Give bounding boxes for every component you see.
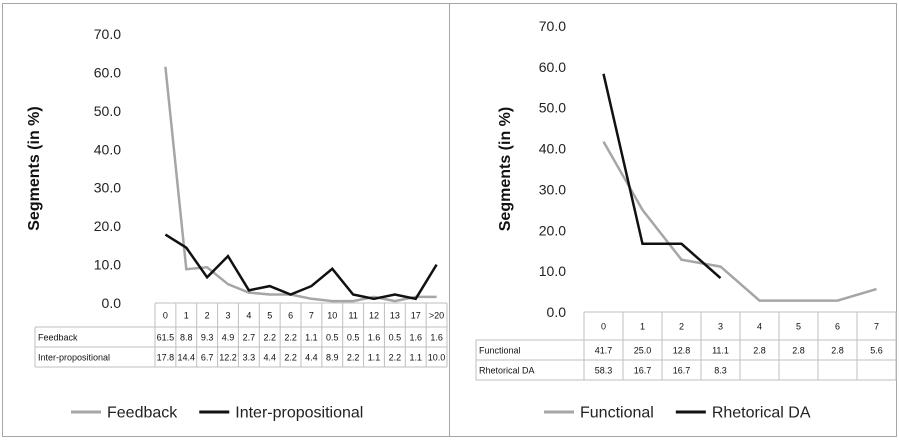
table-cell-value: 61.5 <box>157 333 175 343</box>
table-cell-value: 1.1 <box>368 353 381 363</box>
y-tick-label: 40.0 <box>94 141 121 157</box>
y-axis-label: Segments (in %) <box>497 107 514 231</box>
legend-label: Rhetorical DA <box>712 405 811 422</box>
y-tick-label: 50.0 <box>539 100 566 116</box>
table-cell-value: 2.8 <box>753 346 766 356</box>
y-tick-label: 70.0 <box>539 18 566 34</box>
table-cell-value: 1.6 <box>409 333 422 343</box>
table-cell-value: 12.2 <box>219 353 237 363</box>
y-tick-label: 50.0 <box>94 103 121 119</box>
x-category-label: 11 <box>348 311 357 321</box>
series-line-feedback <box>164 66 437 303</box>
x-category-label: 13 <box>390 311 400 321</box>
table-cell-value: 17.8 <box>157 353 175 363</box>
table-row-header: Functional <box>479 346 521 356</box>
y-tick-label: 10.0 <box>94 257 121 273</box>
table-cell-value: 1.6 <box>430 333 443 343</box>
table-cell-value: 2.8 <box>831 346 844 356</box>
y-tick-label: 20.0 <box>94 218 121 234</box>
x-category-label: 17 <box>411 311 421 321</box>
y-tick-label: 10.0 <box>539 263 566 279</box>
y-tick-label: 20.0 <box>539 222 566 238</box>
legend-label: Inter-propositional <box>235 405 363 422</box>
table-cell-value: 4.4 <box>263 353 276 363</box>
chart-panel-right: Segments (in %) 70.0 60.0 50.0 40.0 30.0 20.0 1… <box>449 3 897 437</box>
table-cell-value: 14.4 <box>178 353 196 363</box>
series-line-inter-propositional <box>164 233 438 301</box>
table-cell-value: 2.2 <box>347 353 360 363</box>
x-category-label: 6 <box>288 311 293 321</box>
chart-panel-left: Segments (in %) 70.0 60.0 50.0 40.0 30.0 20.0 1… <box>2 3 450 437</box>
table-cell-value: 0.5 <box>347 333 360 343</box>
table-cell-value: 2.8 <box>792 346 805 356</box>
table-row-header: Rhetorical DA <box>479 366 535 376</box>
y-tick-label: 0.0 <box>102 295 122 311</box>
table-cell-value: 2.7 <box>243 333 256 343</box>
table-cell-value: 41.7 <box>595 346 613 356</box>
y-axis-label: Segments (in %) <box>26 106 43 230</box>
x-category-label: 10 <box>327 311 337 321</box>
table-cell-value: 16.7 <box>673 366 691 376</box>
x-category-label: 12 <box>369 311 379 321</box>
table-cell-value: 0.5 <box>389 333 402 343</box>
table-cell-value: 2.2 <box>284 353 297 363</box>
table-cell-value: 11.1 <box>712 346 729 356</box>
table-cell-value: 25.0 <box>634 346 652 356</box>
table-cell-value: 2.2 <box>263 333 276 343</box>
x-category-label: 3 <box>718 322 723 332</box>
table-cell-value: 6.7 <box>201 353 214 363</box>
y-tick-label: 30.0 <box>539 181 566 197</box>
table-cell-value: 4.9 <box>222 333 235 343</box>
table-cell-value: 4.4 <box>305 353 318 363</box>
x-category-label: 7 <box>874 322 879 332</box>
table-cell-value: 58.3 <box>595 366 613 376</box>
y-tick-label: 40.0 <box>539 141 566 157</box>
x-category-label: 2 <box>679 322 684 332</box>
x-category-label: >20 <box>429 311 444 321</box>
y-tick-label: 0.0 <box>547 304 567 320</box>
table-cell-value: 8.3 <box>714 366 727 376</box>
x-category-label: 0 <box>601 322 606 332</box>
table-cell-value: 3.3 <box>243 353 256 363</box>
table-cell-value: 10.0 <box>428 353 446 363</box>
table-row-header: Feedback <box>38 333 78 343</box>
x-category-label: 5 <box>796 322 801 332</box>
x-category-label: 4 <box>757 322 762 332</box>
x-category-label: 6 <box>835 322 840 332</box>
x-category-label: 7 <box>309 311 314 321</box>
table-cell-value: 2.2 <box>389 353 402 363</box>
legend-label: Functional <box>580 405 654 422</box>
legend-label: Feedback <box>107 405 178 422</box>
x-category-label: 4 <box>246 311 251 321</box>
x-category-label: 3 <box>225 311 230 321</box>
table-cell-value: 8.8 <box>180 333 193 343</box>
y-tick-label: 60.0 <box>539 59 566 75</box>
y-tick-label: 60.0 <box>94 64 121 80</box>
x-category-label: 1 <box>640 322 645 332</box>
x-category-label: 1 <box>184 311 189 321</box>
x-category-label: 0 <box>163 311 168 321</box>
table-cell-value: 1.6 <box>368 333 381 343</box>
line-chart-right: Segments (in %)70.060.050.040.030.020.01… <box>475 18 897 422</box>
table-cell-value: 1.1 <box>305 333 318 343</box>
x-category-label: 5 <box>267 311 272 321</box>
table-cell-value: 16.7 <box>634 366 652 376</box>
table-row-header: Inter-propositional <box>38 353 110 363</box>
series-line-functional <box>602 140 877 302</box>
table-cell-value: 9.3 <box>201 333 214 343</box>
y-tick-label: 30.0 <box>94 180 121 196</box>
table-cell-value: 12.8 <box>673 346 691 356</box>
table-cell-value: 8.9 <box>326 353 339 363</box>
y-tick-label: 70.0 <box>94 26 121 42</box>
line-chart-left: Segments (in %)70.060.050.040.030.020.01… <box>26 26 448 422</box>
x-category-label: 2 <box>205 311 210 321</box>
series-line-rhetorical-da <box>602 73 722 280</box>
table-cell-value: 1.1 <box>409 353 422 363</box>
table-cell-value: 0.5 <box>326 333 339 343</box>
table-cell-value: 2.2 <box>284 333 297 343</box>
table-cell-value: 5.6 <box>870 346 883 356</box>
